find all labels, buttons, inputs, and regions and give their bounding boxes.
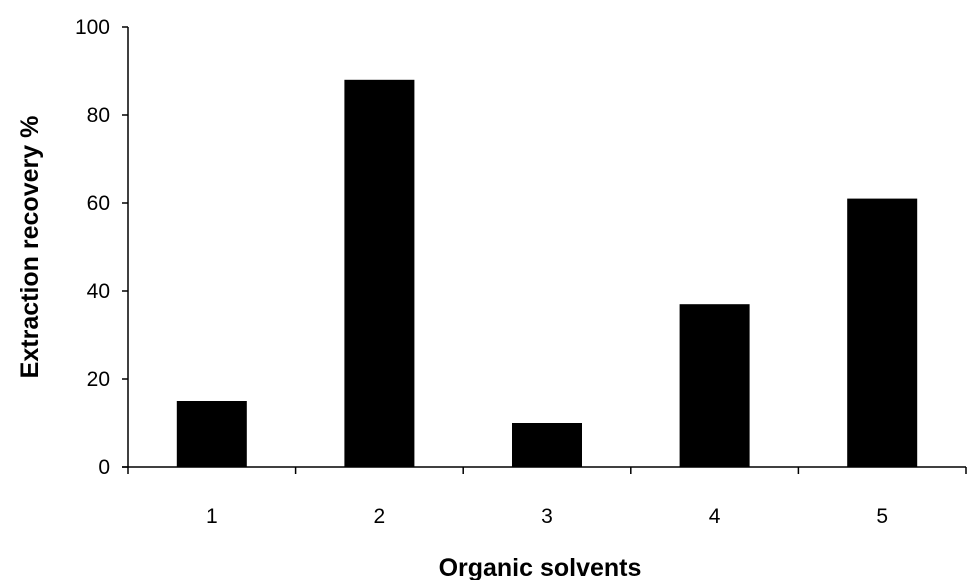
bar-5 [847,198,918,467]
y-tick-label: 80 [87,104,110,127]
x-tick-label: 2 [374,505,386,528]
x-tick-label: 3 [541,505,553,528]
y-tick-label: 40 [87,280,110,303]
y-tick-label: 0 [98,456,110,479]
y-axis: 0 20 40 60 80 100 [75,16,129,479]
y-tick-label: 20 [87,368,110,391]
y-tick-label: 60 [87,192,110,215]
x-tick-label: 1 [206,505,218,528]
bar-3 [512,423,582,467]
bar-1 [176,401,247,467]
bars [176,79,918,468]
y-tick-label: 100 [75,16,110,39]
bar-2 [344,79,415,468]
x-axis: 1 2 3 4 5 [122,466,967,528]
bar-4 [679,304,750,467]
x-tick-label: 5 [876,505,888,528]
y-axis-title: Extraction recovery % [16,116,44,379]
x-axis-title: Organic solvents [439,554,642,580]
x-tick-label: 4 [709,505,721,528]
